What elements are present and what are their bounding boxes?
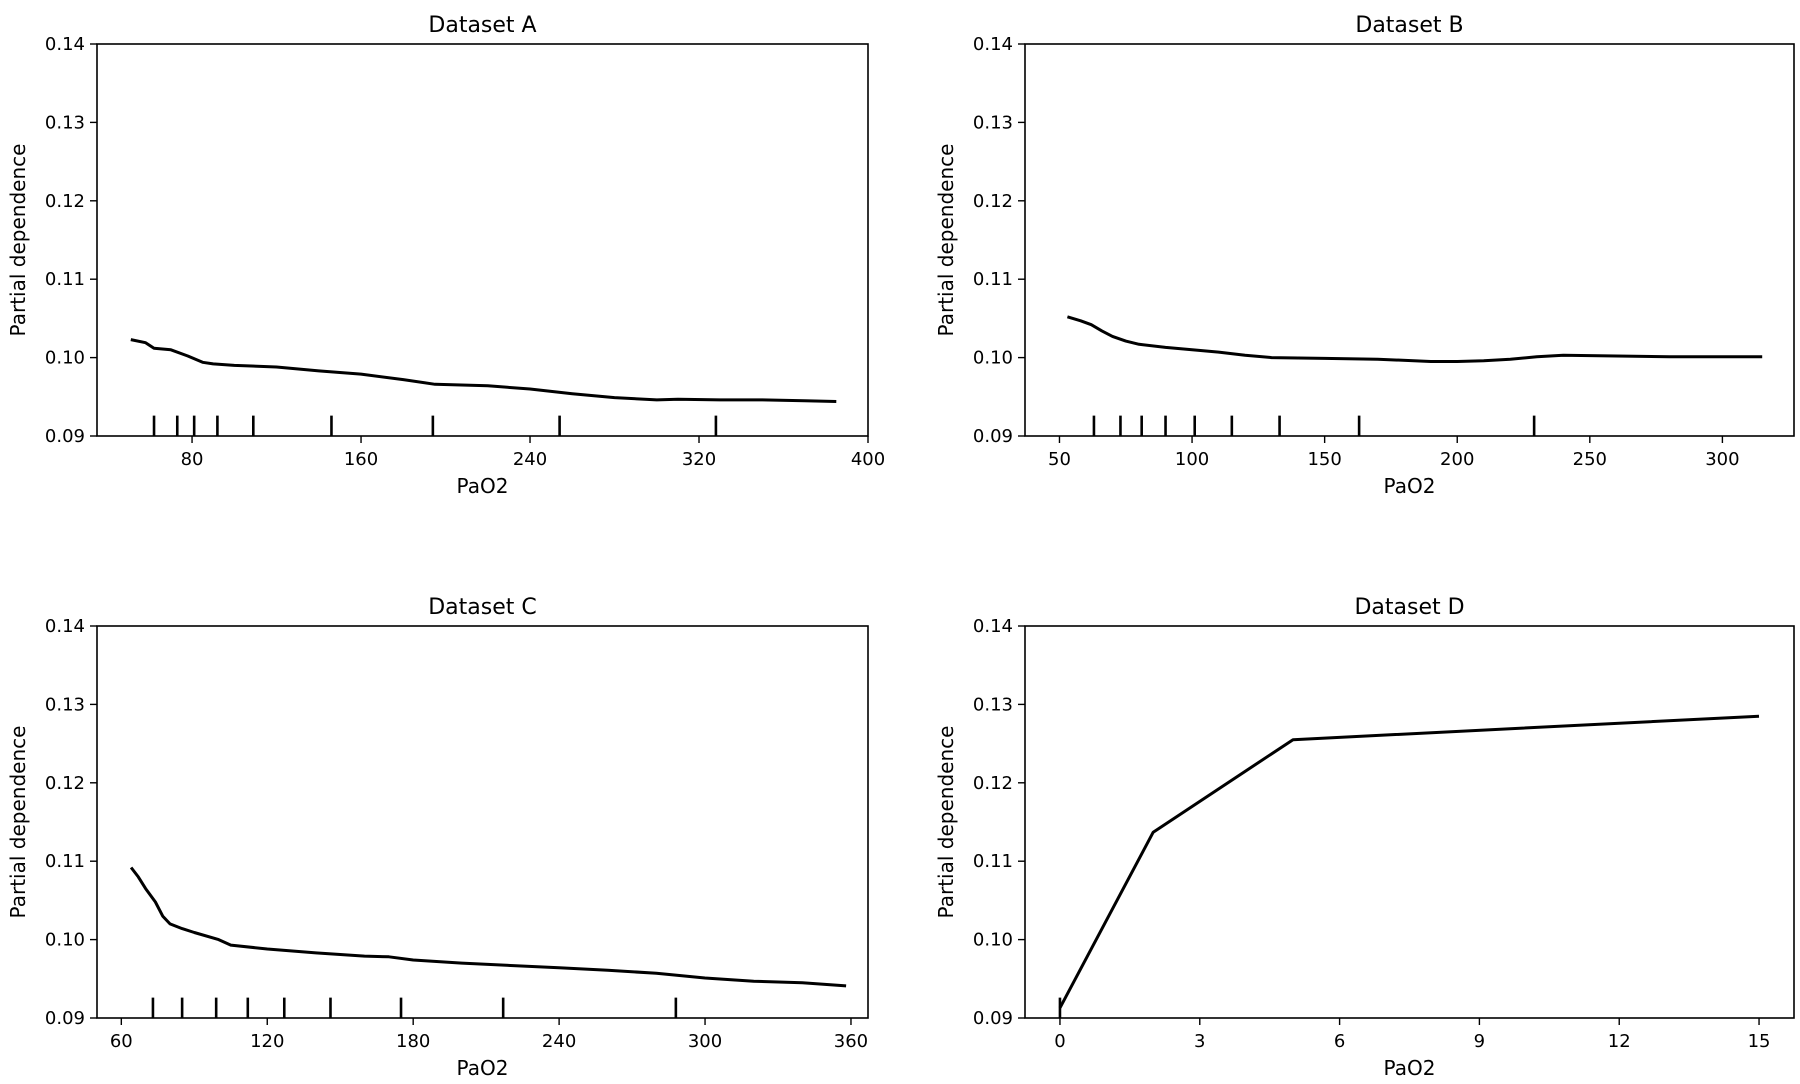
y-tick-label: 0.12 <box>45 773 85 794</box>
x-tick-label: 9 <box>1474 1031 1485 1052</box>
y-tick-label: 0.10 <box>973 930 1013 951</box>
panel-dataset-b: Dataset B PaO2 Partial dependence 50 100 1… <box>934 13 1795 498</box>
y-axis-label: Partial dependence <box>934 144 958 337</box>
y-axis-label: Partial dependence <box>6 144 30 337</box>
y-tick-label: 0.10 <box>973 348 1013 369</box>
x-tick-label: 0 <box>1054 1031 1065 1052</box>
x-tick-label: 80 <box>181 449 204 470</box>
partial-dependence-line <box>1066 315 1763 363</box>
y-tick-label: 0.14 <box>45 34 85 55</box>
x-tick-label: 240 <box>513 449 547 470</box>
chart-title: Dataset C <box>428 595 537 620</box>
x-tick-label: 320 <box>682 449 716 470</box>
y-tick-label: 0.12 <box>45 191 85 212</box>
x-tick-label: 250 <box>1573 449 1607 470</box>
y-tick-label: 0.09 <box>973 1008 1013 1029</box>
x-tick-label: 150 <box>1307 449 1341 470</box>
plot-frame <box>1024 43 1795 437</box>
x-axis-label: PaO2 <box>457 1056 509 1080</box>
y-tick-label: 0.14 <box>45 616 85 637</box>
x-tick-label: 300 <box>688 1031 722 1052</box>
x-tick-label: 3 <box>1194 1031 1205 1052</box>
y-tick-label: 0.10 <box>45 348 85 369</box>
y-axis-label: Partial dependence <box>6 726 30 919</box>
x-tick-label: 240 <box>542 1031 576 1052</box>
y-tick-label: 0.11 <box>45 851 85 872</box>
y-tick-label: 0.14 <box>973 34 1013 55</box>
x-axis-label: PaO2 <box>1384 1056 1436 1080</box>
y-tick-label: 0.13 <box>45 112 85 133</box>
y-tick-label: 0.14 <box>973 616 1013 637</box>
x-tick-label: 12 <box>1608 1031 1631 1052</box>
y-tick-label: 0.13 <box>973 694 1013 715</box>
y-tick-label: 0.09 <box>45 426 85 447</box>
y-tick-label: 0.13 <box>973 112 1013 133</box>
x-tick-label: 60 <box>110 1031 133 1052</box>
y-tick-label: 0.12 <box>973 773 1013 794</box>
x-tick-label: 160 <box>344 449 378 470</box>
plot-frame <box>96 43 869 437</box>
y-tick-label: 0.10 <box>45 930 85 951</box>
x-tick-label: 100 <box>1175 449 1209 470</box>
x-tick-label: 360 <box>834 1031 868 1052</box>
y-tick-label: 0.12 <box>973 191 1013 212</box>
x-tick-label: 15 <box>1748 1031 1771 1052</box>
y-tick-label: 0.13 <box>45 694 85 715</box>
y-axis-label: Partial dependence <box>934 726 958 919</box>
x-tick-label: 180 <box>396 1031 430 1052</box>
partial-dependence-line <box>130 338 837 403</box>
x-tick-label: 6 <box>1334 1031 1345 1052</box>
plot-frame <box>96 625 869 1019</box>
x-tick-label: 120 <box>250 1031 284 1052</box>
x-axis-label: PaO2 <box>1384 474 1436 498</box>
plot-frame <box>1024 625 1795 1019</box>
chart-title: Dataset A <box>428 13 536 38</box>
y-tick-label: 0.11 <box>973 851 1013 872</box>
partial-dependence-line <box>129 866 847 988</box>
y-tick-label: 0.09 <box>45 1008 85 1029</box>
y-tick-label: 0.11 <box>973 269 1013 290</box>
y-tick-label: 0.09 <box>973 426 1013 447</box>
x-tick-label: 300 <box>1705 449 1739 470</box>
panel-dataset-a: Dataset A PaO2 Partial dependence 80 160 2… <box>6 13 885 498</box>
x-axis-label: PaO2 <box>457 474 509 498</box>
partial-dependence-line <box>1058 714 1760 1009</box>
x-tick-label: 400 <box>851 449 885 470</box>
x-tick-label: 200 <box>1440 449 1474 470</box>
y-tick-label: 0.11 <box>45 269 85 290</box>
panel-dataset-c: Dataset C PaO2 Partial dependence 60 120 1… <box>6 595 869 1080</box>
x-tick-label: 50 <box>1048 449 1071 470</box>
chart-title: Dataset D <box>1354 595 1464 620</box>
chart-title: Dataset B <box>1355 13 1463 38</box>
panel-dataset-d: Dataset D PaO2 Partial dependence 0 3 6 9 12… <box>934 595 1795 1080</box>
